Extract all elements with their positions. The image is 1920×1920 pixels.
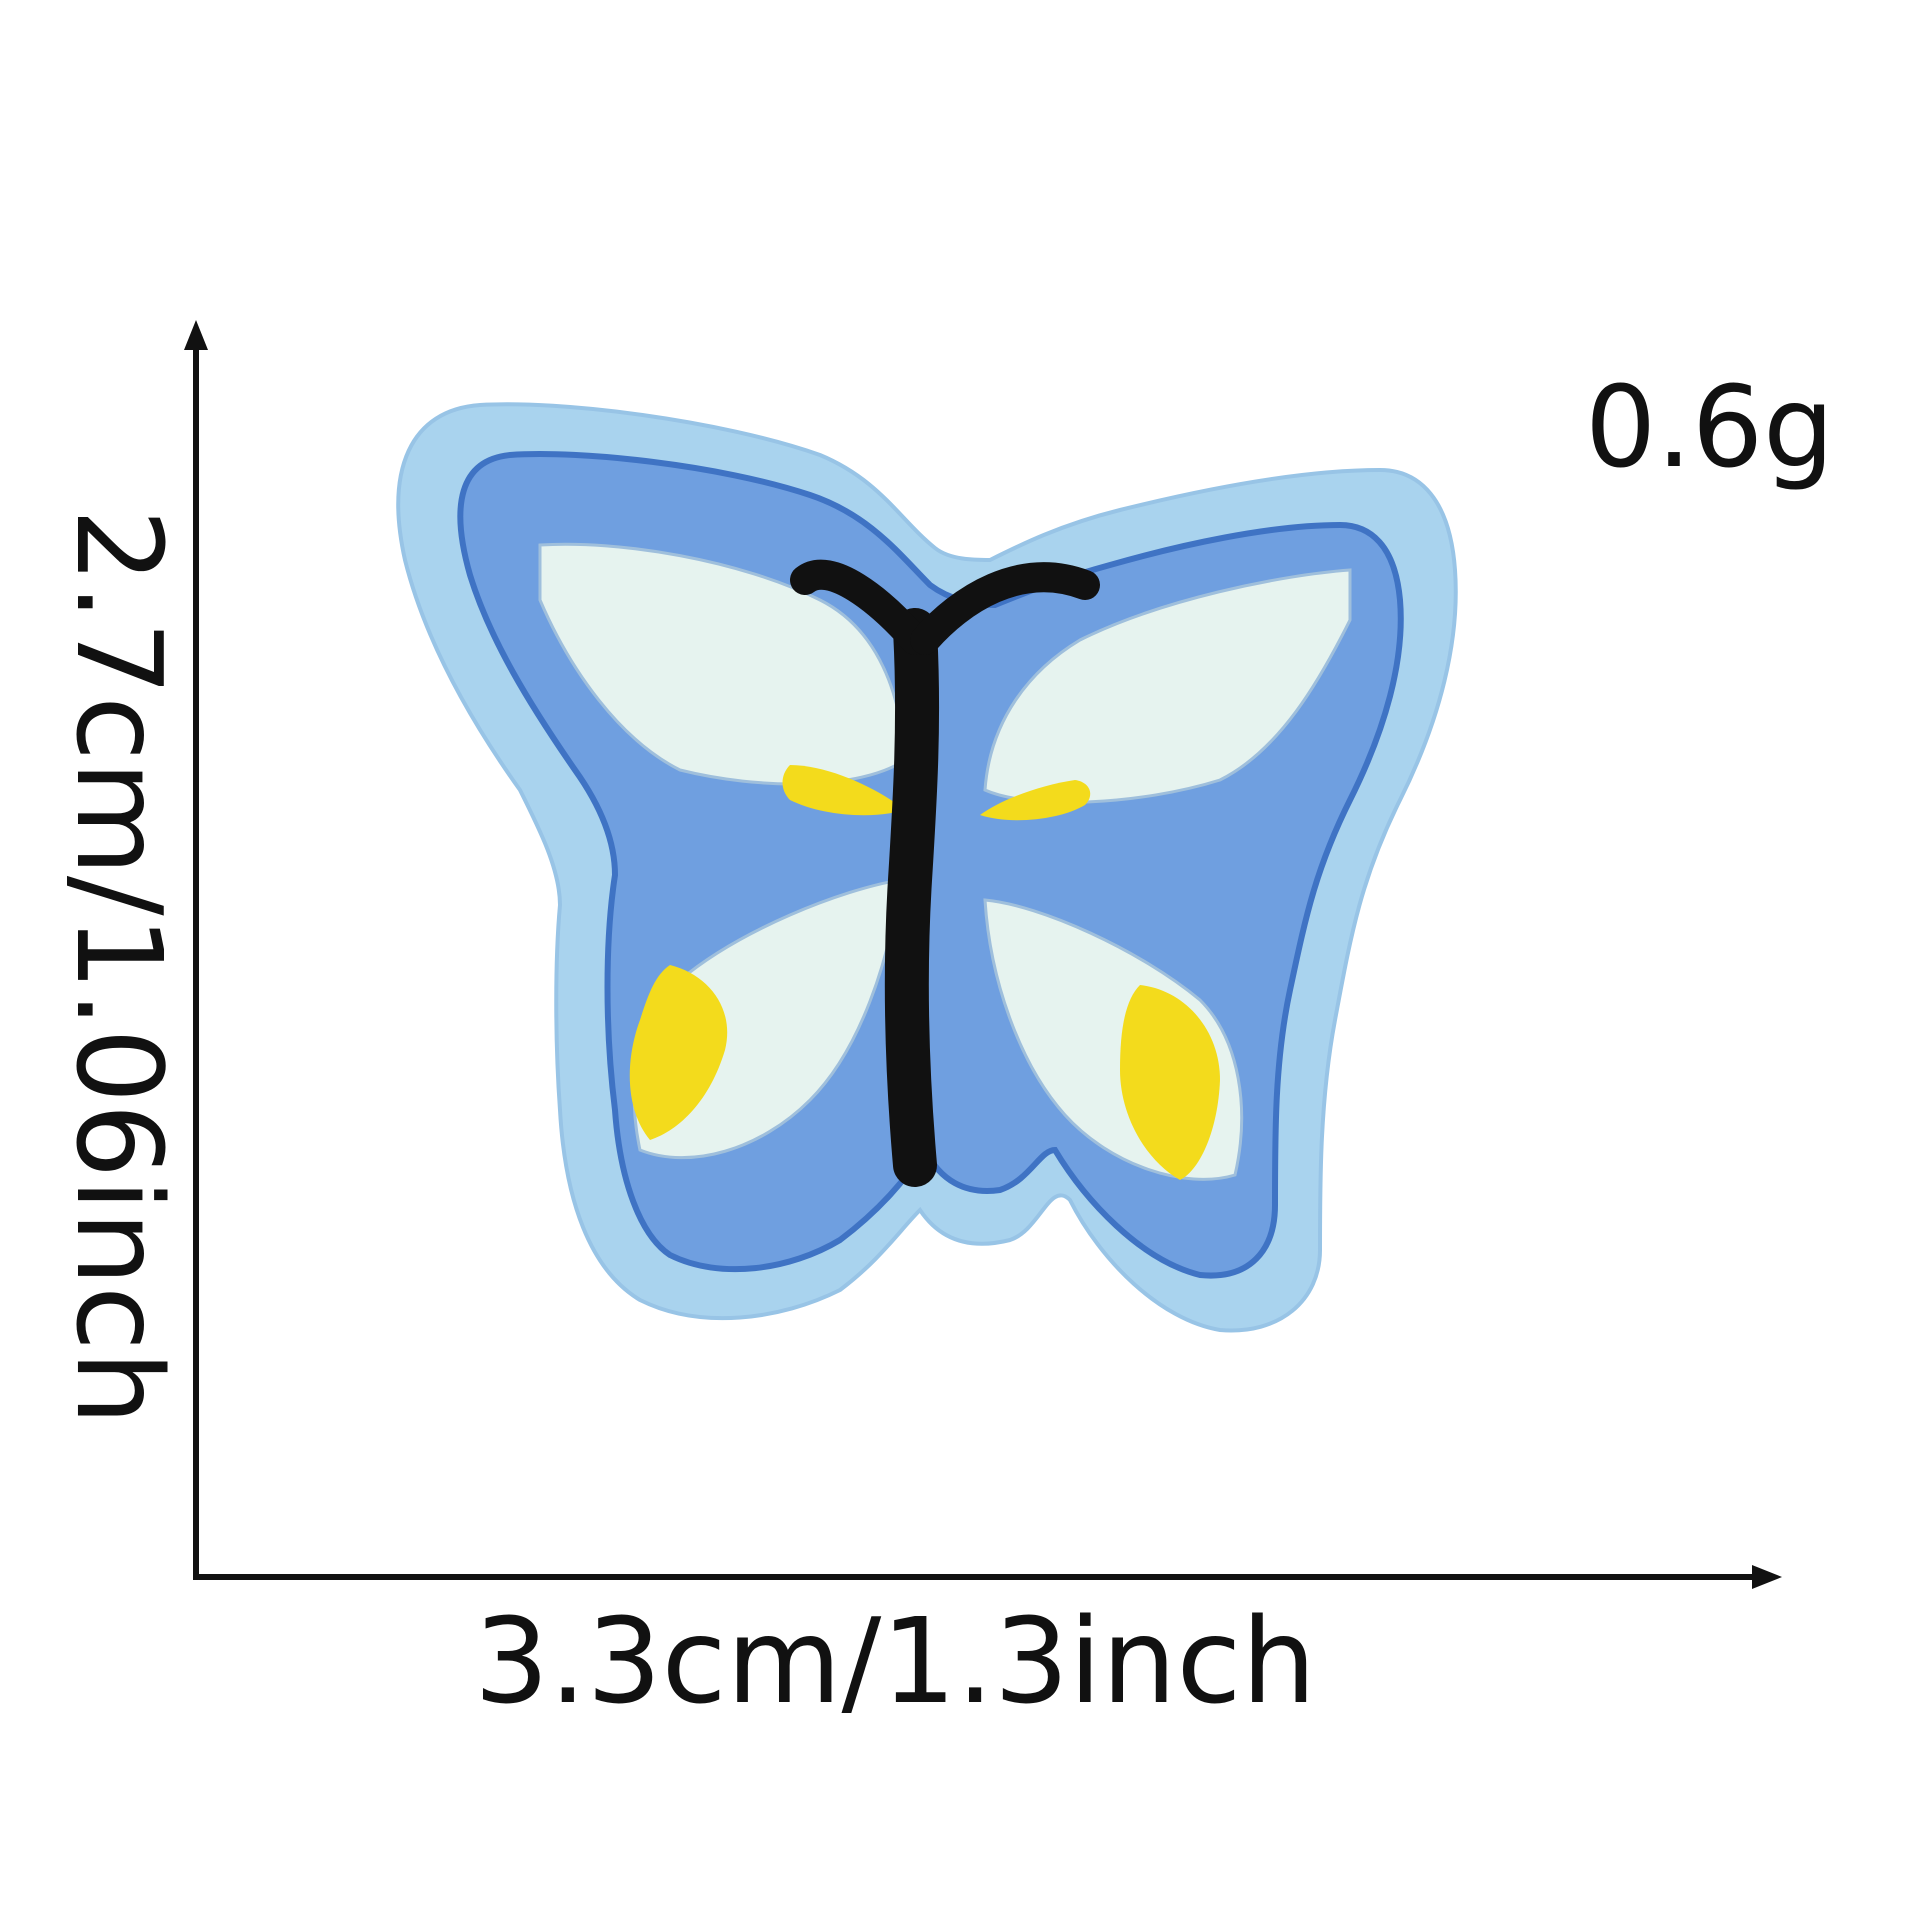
wing-upper-right-inner [983, 568, 1352, 804]
butterfly-antenna-left [790, 559, 930, 655]
horizontal-axis-arrow-icon [1752, 1565, 1782, 1589]
weight-label: 0.6g [1585, 363, 1835, 493]
wing-yellow-spot-upper-right [980, 780, 1091, 821]
vertical-axis-arrow-icon [184, 320, 208, 350]
wing-yellow-spot-lower-right [1120, 985, 1220, 1180]
width-dimension-label: 3.3cm/1.3inch [474, 1592, 1317, 1730]
butterfly-antenna-right [910, 562, 1100, 655]
butterfly-body [884, 608, 940, 1187]
wing-yellow-spot-upper-left [782, 765, 905, 816]
height-dimension-label: 2.7cm/1.06inch [50, 508, 188, 1426]
wing-yellow-spot-lower-left [629, 965, 728, 1140]
butterfly-patch-icon [396, 402, 1458, 1333]
axis-lines [184, 320, 1782, 1589]
